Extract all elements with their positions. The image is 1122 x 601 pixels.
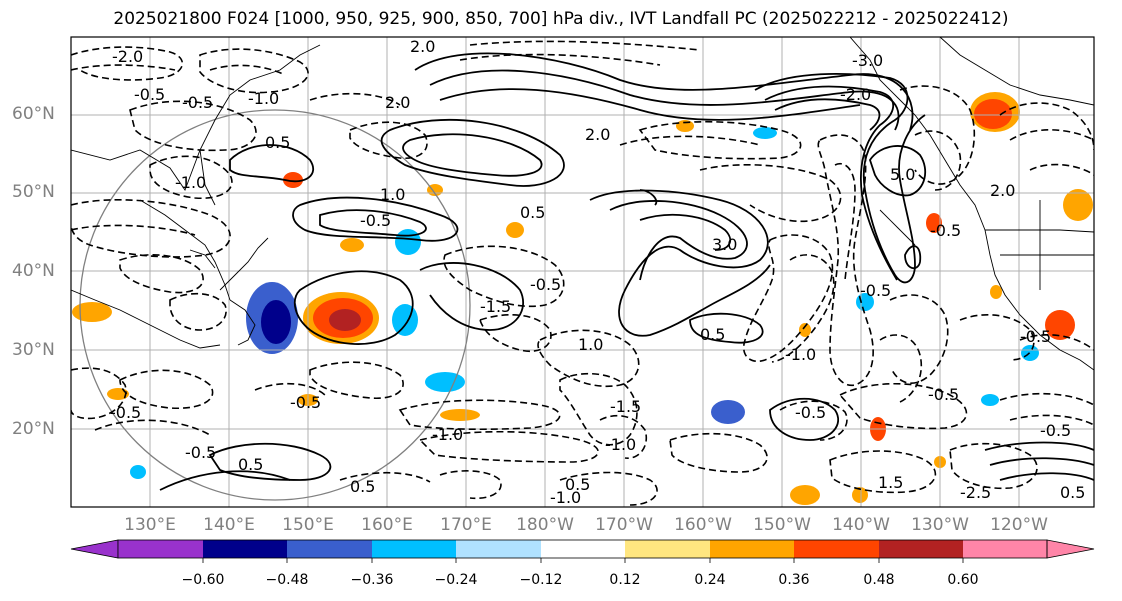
lon-label: 120°W	[990, 515, 1048, 535]
contour-label: -1.0	[432, 425, 463, 444]
contour-label: -0.5	[1040, 421, 1071, 440]
lon-label: 170°E	[440, 515, 492, 535]
contour-label: 1.0	[578, 335, 603, 354]
colorbar-segment	[625, 540, 710, 558]
lon-label: 160°W	[674, 515, 732, 535]
solid-contours	[159, 52, 1094, 491]
colorbar-tick-label: −0.60	[181, 572, 225, 588]
lon-label: 150°W	[753, 515, 811, 535]
colorbar-segment	[879, 540, 963, 558]
radius-circle	[79, 109, 471, 501]
contour-label: -0.5	[930, 221, 961, 240]
contour-label: -1.5	[610, 397, 641, 416]
contour-label: -0.5	[795, 403, 826, 422]
contour-label: 2.0	[385, 93, 410, 112]
contour-label: 5.0	[890, 165, 915, 184]
colorbar-tick-label: 0.12	[609, 572, 641, 588]
contour-label: 3.0	[712, 235, 737, 254]
lon-label: 130°W	[911, 515, 969, 535]
colorbar-extend-high	[1046, 539, 1095, 559]
contour-label: -0.5	[530, 275, 561, 294]
lon-label: 130°E	[124, 515, 176, 535]
contour-label: -0.5	[134, 85, 165, 104]
contour-label: -0.5	[360, 211, 391, 230]
colorbar-tick-label: 0.36	[778, 572, 810, 588]
contour-label: 0.5	[565, 475, 590, 494]
contour-label: 1.0	[380, 185, 405, 204]
lat-label: 60°N	[12, 104, 55, 124]
colorbar-segment	[287, 540, 372, 558]
contour-label: -2.0	[840, 85, 871, 104]
colorbar-segment	[456, 540, 541, 558]
contour-label: -1.5	[480, 297, 511, 316]
contour-label: -2.0	[112, 47, 143, 66]
colorbar-segment	[963, 540, 1047, 558]
map-plot-area: -2.0 -0.5 -0.5 -1.0 -1.0 0.5 2.0 2.0 2.0…	[71, 37, 1094, 507]
lon-label: 150°E	[282, 515, 334, 535]
colorbar-tick-label: −0.24	[434, 572, 478, 588]
colorbar-extend-low	[70, 539, 119, 559]
lat-label: 40°N	[12, 261, 55, 281]
lon-label: 140°W	[832, 515, 890, 535]
colorbar-tick-label: 0.48	[863, 572, 895, 588]
lon-label: 170°W	[595, 515, 653, 535]
contour-label: -1.0	[785, 345, 816, 364]
colorbar-segment	[541, 540, 625, 558]
lon-label: 160°E	[361, 515, 413, 535]
contour-label: 1.5	[878, 473, 903, 492]
colorbar-tick-label: −0.36	[350, 572, 394, 588]
contour-label: -1.0	[175, 173, 206, 192]
contour-label: 2.0	[990, 181, 1015, 200]
contour-label: -0.5	[860, 281, 891, 300]
contour-label: 0.5	[350, 477, 375, 496]
contour-label: -0.5	[290, 393, 321, 412]
dashed-contours	[71, 40, 1094, 506]
map-frame	[70, 36, 1095, 508]
colorbar-segment	[203, 540, 287, 558]
contour-label: 0.5	[1060, 483, 1085, 502]
contour-label: -0.5	[1020, 327, 1051, 346]
colorbar	[70, 539, 1095, 563]
colorbar-segment	[118, 540, 203, 558]
contour-label: 2.0	[585, 125, 610, 144]
contour-label: -0.5	[185, 443, 216, 462]
coastlines	[71, 37, 1094, 371]
colorbar-tick-label: −0.12	[519, 572, 563, 588]
lat-label: 50°N	[12, 182, 55, 202]
contour-label: -0.5	[928, 385, 959, 404]
contour-label: -1.0	[248, 89, 279, 108]
colorbar-tick-label: 0.60	[947, 572, 979, 588]
contour-label: 0.5	[238, 455, 263, 474]
lon-label: 180°W	[516, 515, 574, 535]
contour-label: 2.0	[410, 37, 435, 56]
lat-label: 20°N	[12, 419, 55, 439]
contour-label: -3.0	[852, 51, 883, 70]
contour-label: 0.5	[520, 203, 545, 222]
colorbar-tick-label: 0.24	[694, 572, 726, 588]
lon-label: 140°E	[203, 515, 255, 535]
lat-label: 30°N	[12, 340, 55, 360]
contour-label: -2.5	[960, 483, 991, 502]
contour-label: 0.5	[265, 133, 290, 152]
colorbar-segment	[794, 540, 879, 558]
colorbar-segment	[710, 540, 794, 558]
colorbar-segment	[372, 540, 456, 558]
colorbar-tick-label: −0.48	[265, 572, 309, 588]
contour-labels: -2.0 -0.5 -0.5 -1.0 -1.0 0.5 2.0 2.0 2.0…	[110, 37, 1085, 507]
contour-label: -0.5	[182, 93, 213, 112]
figure-title: 2025021800 F024 [1000, 950, 925, 900, 85…	[113, 9, 1009, 29]
contour-label: -1.0	[550, 488, 581, 507]
contour-label: -1.0	[605, 435, 636, 454]
contour-label: 0.5	[700, 325, 725, 344]
contour-label: -0.5	[110, 403, 141, 422]
